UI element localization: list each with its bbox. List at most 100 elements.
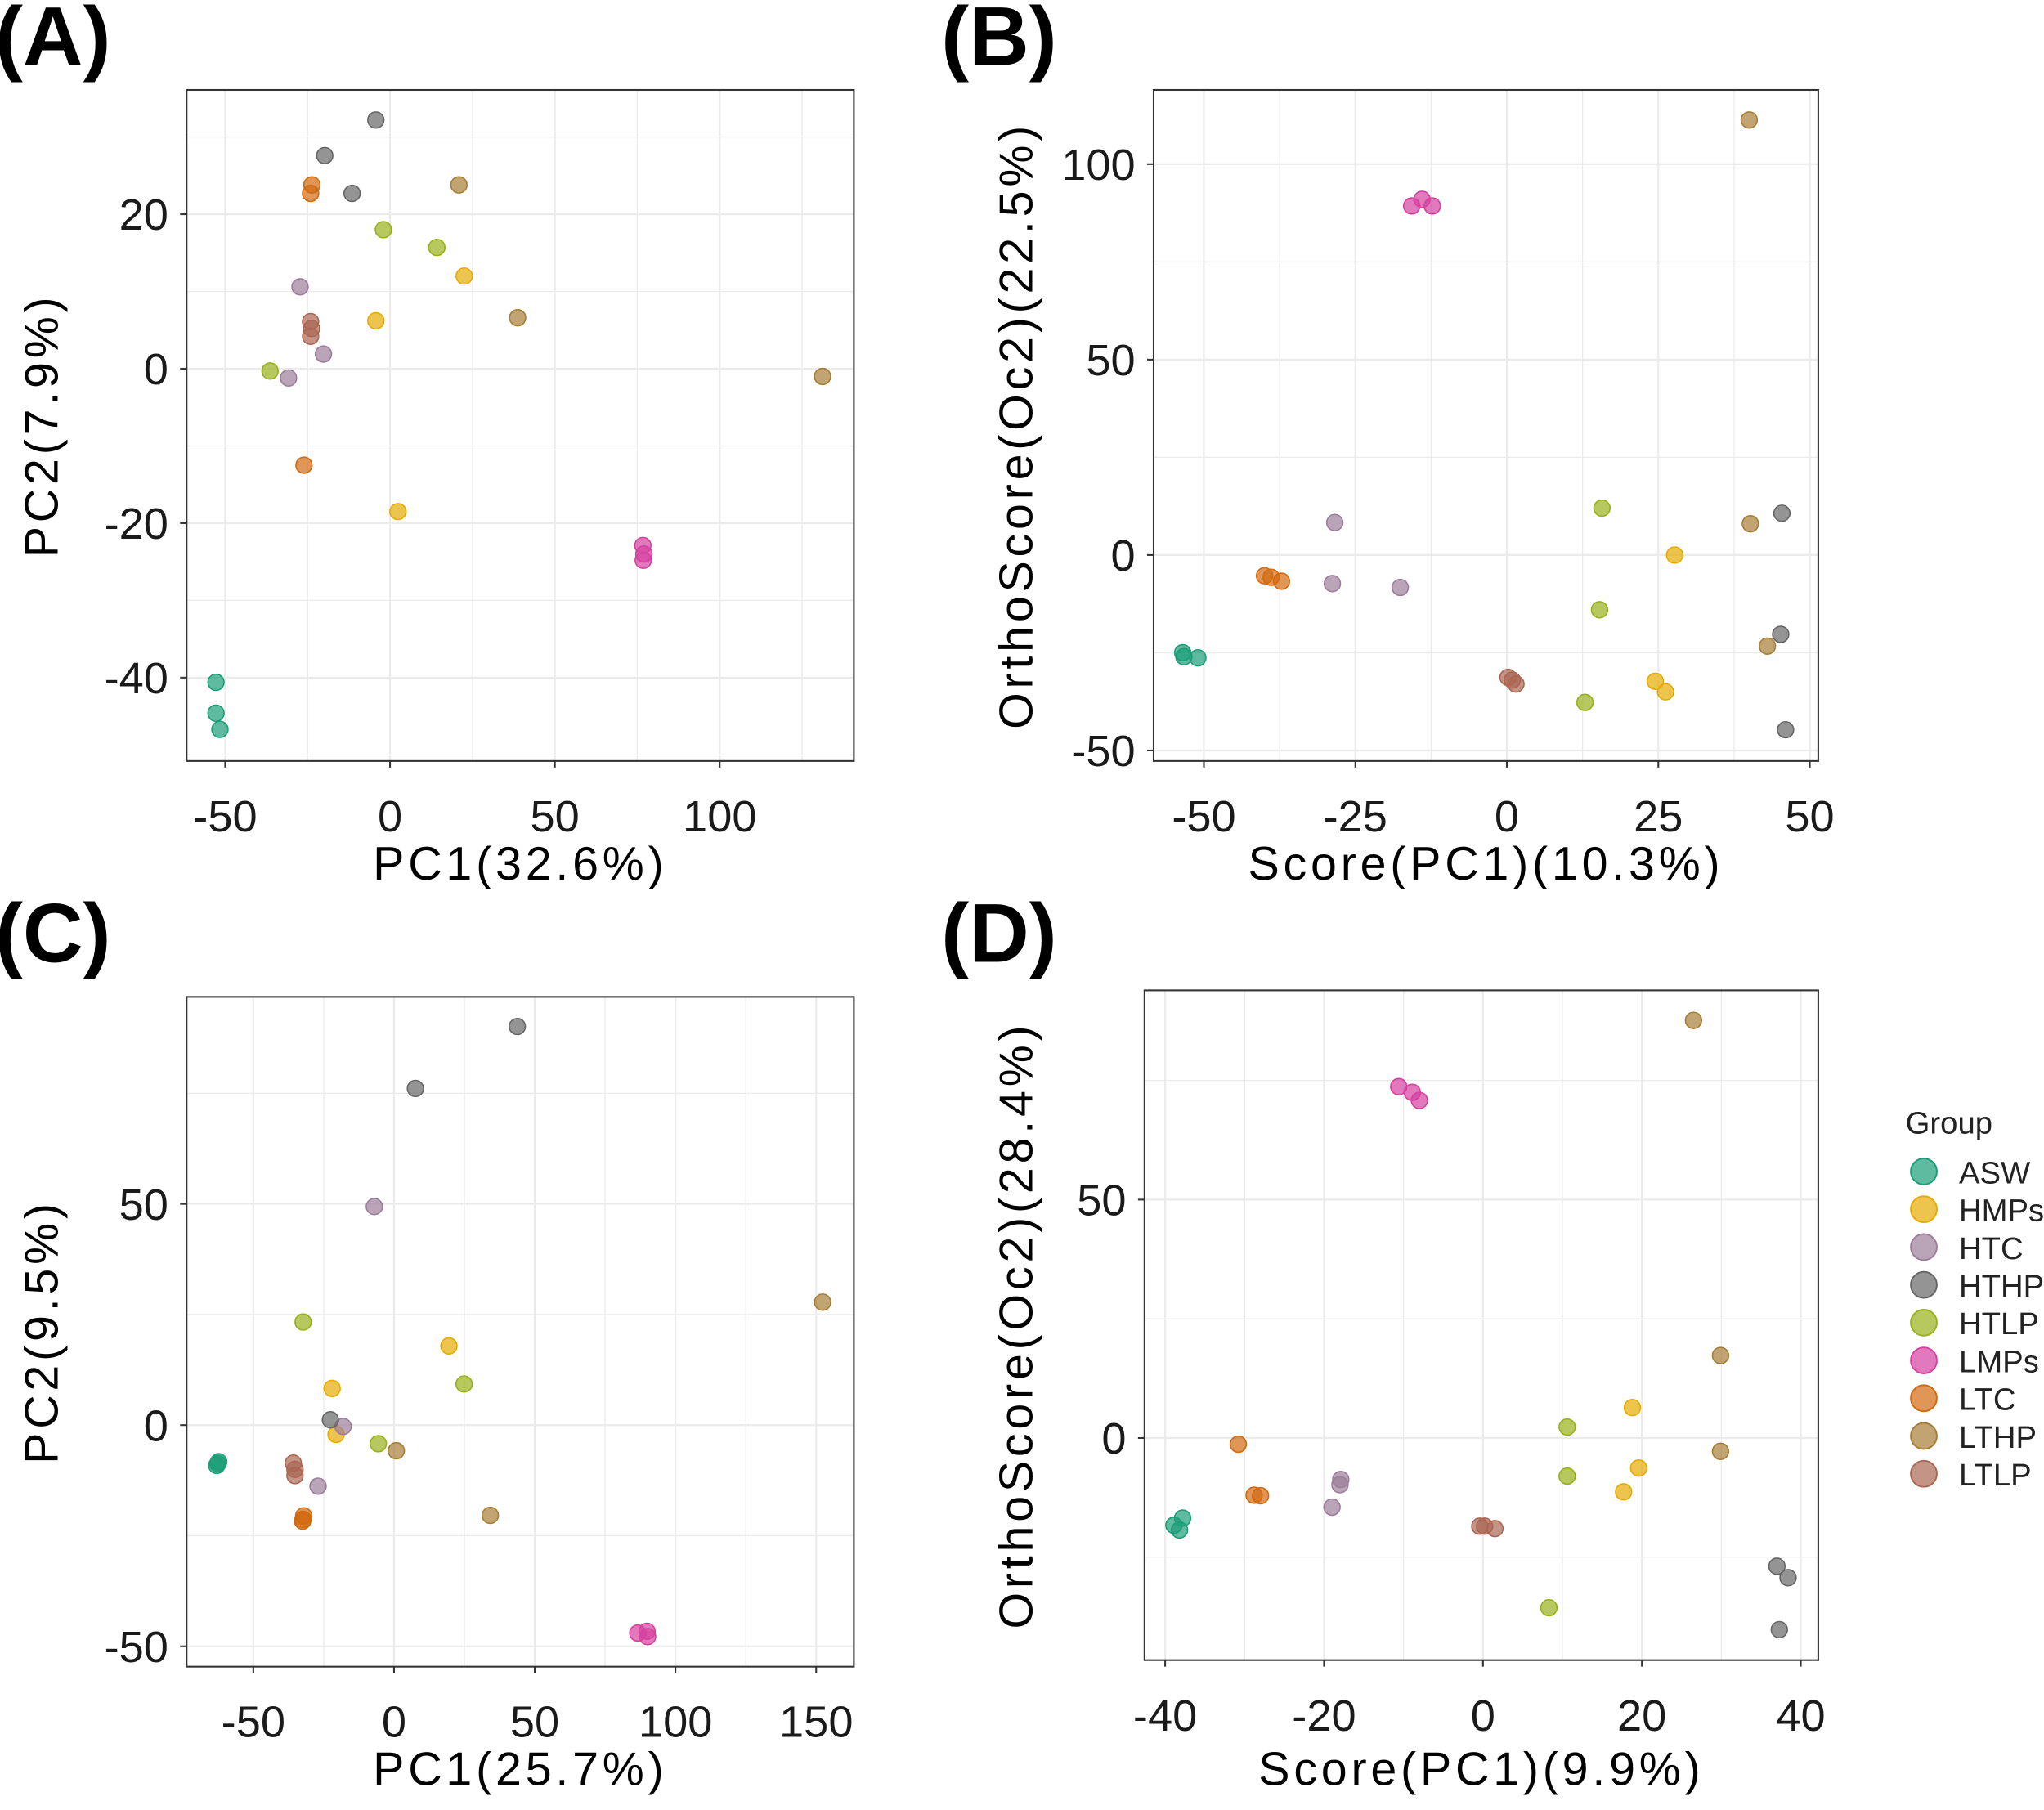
legend-label: HTHP [1959, 1269, 2044, 1304]
y-axis-title: PC2(7.9%) [16, 293, 68, 558]
data-point-lthp [450, 176, 468, 194]
panels: (A) -50 0 50 100 -40 -20 0 20 PC1(32.6%) PC2(7.9%)… [0, 0, 1835, 1796]
series-ltc [1229, 1435, 1270, 1505]
series-lmps [629, 1622, 657, 1646]
x-tick-label: -25 [1324, 792, 1387, 841]
series-htlp [1576, 499, 1611, 711]
data-point-lthp [814, 1293, 831, 1311]
y-tick-label: -40 [105, 654, 168, 703]
data-point-asw [207, 673, 225, 692]
legend-item-ltc: LTC [1910, 1382, 2015, 1418]
data-point-htc [1391, 578, 1410, 597]
y-axis-title: OrthoScore(Oc2)(22.5%) [991, 122, 1043, 729]
series-htc [280, 278, 333, 388]
plot-border [1152, 88, 1819, 762]
plot-background [186, 89, 854, 761]
data-point-hthp [1770, 1620, 1788, 1639]
panel-d: (D) -40 -20 0 20 40 0 50 Score(PC1)(9.9%) OrthoSc… [941, 886, 1825, 1795]
panel-label: (B) [941, 0, 1057, 83]
y-axis-title: PC2(9.5%) [16, 1199, 68, 1464]
y-tick-label: 50 [119, 1181, 168, 1230]
data-point-asw [207, 704, 225, 722]
y-tick-label: 100 [1061, 141, 1135, 190]
data-point-hmps [1629, 1459, 1647, 1477]
data-point-lthp [1684, 1011, 1703, 1029]
x-axis-title: PC1(25.7%) [373, 1744, 667, 1796]
legend-swatch [1910, 1422, 1938, 1450]
series-hthp [1768, 1557, 1797, 1639]
data-point-htc [291, 278, 309, 296]
x-tick-label: -20 [1292, 1691, 1356, 1741]
series-ltc [294, 1507, 313, 1530]
data-point-htc [309, 1477, 327, 1495]
series-lthp [1684, 1011, 1730, 1460]
x-tick-label: 50 [1785, 792, 1834, 841]
data-point-hmps [367, 311, 385, 330]
data-point-hmps [1646, 672, 1665, 691]
data-point-lthp [1711, 1442, 1730, 1460]
legend-item-asw: ASW [1910, 1155, 2030, 1190]
data-point-asw [1170, 1521, 1189, 1539]
data-point-htlp [1576, 693, 1594, 711]
data-point-ltc [1272, 572, 1291, 590]
x-axis-title: Score(PC1)(10.3%) [1248, 838, 1724, 890]
data-point-ltc [1252, 1486, 1270, 1505]
data-point-htlp [455, 1375, 473, 1393]
series-ltc [295, 176, 321, 474]
x-tick-label: 50 [531, 792, 580, 841]
series-ltlp [302, 312, 320, 345]
series-asw [207, 673, 229, 738]
data-point-htc [1331, 1476, 1349, 1494]
data-point-asw [211, 720, 229, 738]
y-tick-label: 0 [1111, 531, 1136, 580]
legend-swatch [1910, 1384, 1938, 1413]
x-tick-label: -50 [222, 1698, 285, 1747]
series-htc [309, 1198, 383, 1495]
data-point-htc [1323, 575, 1342, 593]
legend-swatch [1910, 1459, 1938, 1488]
plot-background [186, 997, 854, 1667]
panel-label: (D) [941, 886, 1057, 979]
legend-swatch [1910, 1308, 1938, 1337]
legend-item-htc: HTC [1910, 1231, 2024, 1266]
data-point-asw [208, 1454, 227, 1472]
data-point-asw [1189, 648, 1207, 667]
data-point-htlp [294, 1313, 312, 1331]
data-point-htlp [374, 221, 392, 239]
data-point-hmps [1623, 1398, 1642, 1417]
series-ltc [1255, 567, 1291, 590]
data-point-lthp [1711, 1346, 1730, 1364]
y-tick-label: 50 [1086, 336, 1135, 385]
series-hmps [1615, 1398, 1647, 1501]
series-htc [1323, 513, 1410, 597]
data-point-hmps [1656, 683, 1674, 701]
series-hmps [1646, 546, 1683, 701]
data-point-hthp [1773, 504, 1791, 522]
data-point-hthp [1768, 1557, 1786, 1575]
x-tick-label: 0 [382, 1698, 406, 1747]
x-tick-label: 100 [683, 792, 756, 841]
x-tick-label: -40 [1133, 1691, 1197, 1741]
x-tick-label: 100 [639, 1698, 712, 1747]
series-htlp [1540, 1418, 1576, 1617]
series-htlp [261, 221, 446, 380]
y-tick-label: 20 [119, 190, 168, 240]
panel-a: (A) -50 0 50 100 -40 -20 0 20 PC1(32.6%) PC2(7.9%) [0, 0, 855, 890]
series-lmps [1402, 190, 1441, 215]
data-point-htlp [369, 1435, 388, 1453]
data-point-hthp [321, 1411, 339, 1429]
plot-background [1144, 990, 1818, 1660]
panel-b: (B) -50 -25 0 25 50 -50 0 50 100 Score(PC1)(10.3%)… [941, 0, 1834, 890]
data-point-hthp [1779, 1569, 1797, 1587]
series-lmps [634, 536, 653, 569]
legend-label: LMPs [1959, 1344, 2039, 1379]
series-asw [208, 1453, 228, 1475]
series-lthp [1740, 111, 1777, 655]
data-point-hthp [1772, 625, 1790, 643]
plot-border [1143, 989, 1819, 1661]
legend-label: LTC [1959, 1382, 2015, 1418]
series-hthp [321, 1017, 527, 1429]
legend-swatch [1910, 1158, 1938, 1185]
series-hthp [316, 111, 385, 203]
